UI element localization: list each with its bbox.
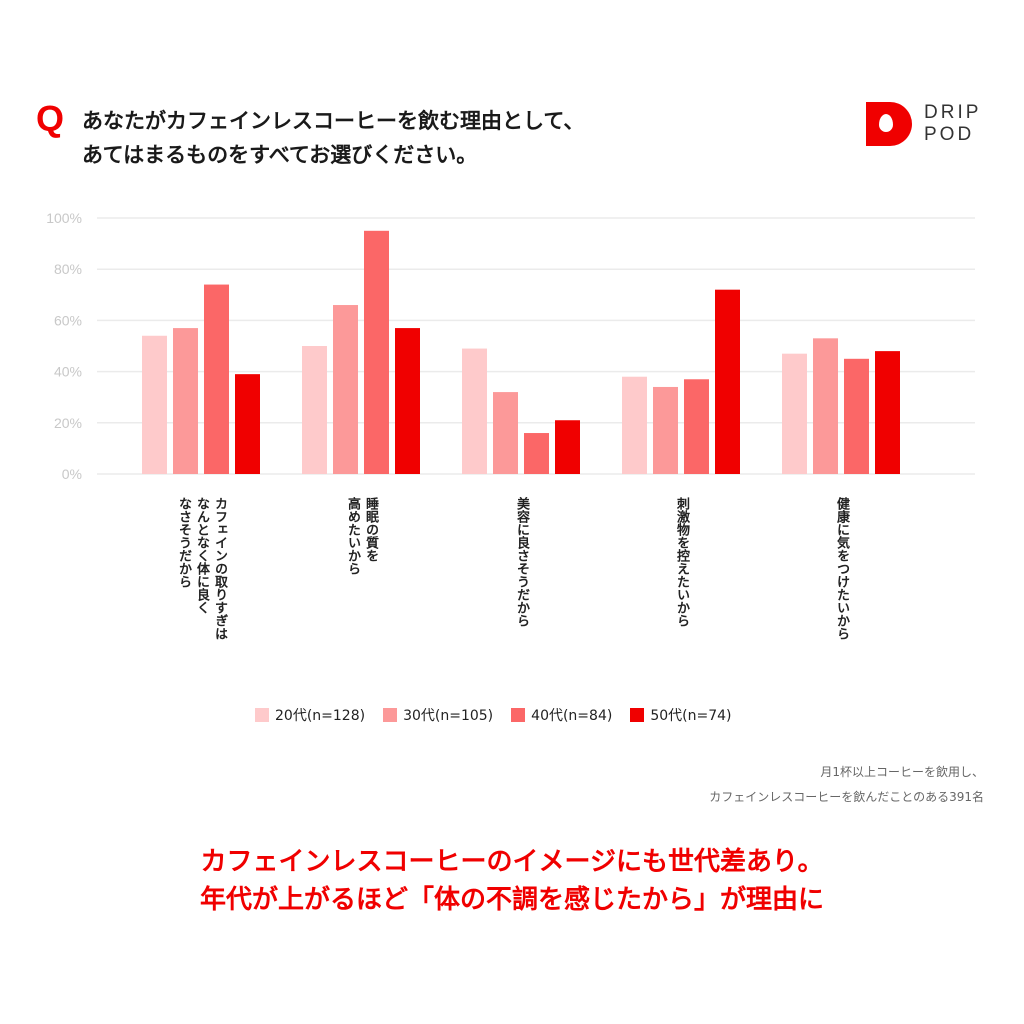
x-category-label: 刺激物を控えたいから (672, 497, 690, 627)
bar (782, 353, 807, 474)
bar (142, 335, 167, 474)
legend-swatch (630, 708, 645, 722)
y-tick-label: 20% (54, 415, 82, 431)
title-line: あなたがカフェインレスコーヒーを飲む理由として、 (82, 109, 585, 133)
bar (333, 305, 358, 474)
legend-swatch (511, 708, 526, 722)
bar (653, 386, 678, 474)
drip-logo-icon (866, 102, 912, 146)
x-category-label: 健康に気をつけたいから (832, 497, 850, 640)
conclusion-line: 年代が上がるほど「体の不調を感じたから」が理由に (199, 885, 824, 915)
x-label-line: 睡眠の質を (363, 497, 378, 562)
bar (302, 346, 327, 474)
bar (555, 420, 580, 474)
x-category-label: カフェインの取りすぎは なんとなく体に良く なさそうだから (174, 497, 228, 640)
bar (844, 358, 869, 474)
bar (813, 338, 838, 474)
legend-label: 20代(n=128) (275, 708, 366, 724)
bar (173, 328, 198, 474)
legend-item: 50代(n=74) (630, 705, 731, 725)
y-tick-label: 60% (54, 312, 82, 328)
x-label-line: 高めたいから (345, 497, 360, 575)
legend-item: 20代(n=128) (255, 705, 365, 725)
note-line: カフェインレスコーヒーを飲んだことのある391名 (709, 790, 984, 804)
x-category-label: 睡眠の質を 高めたいから (343, 497, 379, 575)
bar (235, 374, 260, 474)
sample-note: 月1杯以上コーヒーを飲用し、 カフェインレスコーヒーを飲んだことのある391名 (709, 760, 984, 810)
bar (715, 289, 740, 474)
logo-text-line: POD (924, 124, 975, 145)
x-label-line: 美容に良さそうだから (514, 497, 529, 627)
legend-item: 40代(n=84) (511, 705, 612, 725)
bar-chart: 0% 20% 40% 60% 80% 100% (46, 210, 975, 482)
x-label-line: カフェインの取りすぎは (212, 497, 227, 640)
bar (524, 433, 549, 474)
note-line: 月1杯以上コーヒーを飲用し、 (820, 765, 984, 779)
bar (462, 348, 487, 474)
bar (875, 351, 900, 474)
bar (364, 230, 389, 474)
legend-label: 30代(n=105) (403, 708, 494, 724)
question-mark: Q (36, 98, 65, 139)
y-tick-label: 100% (46, 210, 82, 226)
bar (395, 328, 420, 474)
y-tick-label: 80% (54, 261, 82, 277)
conclusion-text: カフェインレスコーヒーのイメージにも世代差あり。 年代が上がるほど「体の不調を感… (0, 843, 1024, 919)
legend-item: 30代(n=105) (383, 705, 493, 725)
legend-swatch (255, 708, 269, 722)
y-tick-label: 40% (54, 364, 82, 380)
drip-pod-logo: DRIP POD (866, 102, 981, 146)
bar (622, 376, 647, 474)
legend-swatch (383, 708, 398, 722)
title-line: あてはまるものをすべてお選びください。 (82, 143, 478, 167)
bar (684, 379, 709, 474)
legend-label: 40代(n=84) (531, 708, 613, 724)
bar (204, 284, 229, 474)
logo-text-line: DRIP (924, 102, 982, 123)
bar (493, 392, 518, 474)
x-label-line: なんとなく体に良く (194, 497, 209, 614)
y-tick-label: 0% (62, 466, 82, 482)
x-label-line: なさそうだから (176, 497, 191, 588)
legend-label: 50代(n=74) (650, 708, 732, 724)
x-category-label: 美容に良さそうだから (512, 497, 530, 627)
question-title: あなたがカフェインレスコーヒーを飲む理由として、 あてはまるものをすべてお選びく… (82, 104, 584, 172)
x-label-line: 刺激物を控えたいから (674, 497, 689, 627)
conclusion-line: カフェインレスコーヒーのイメージにも世代差あり。 (200, 847, 824, 877)
x-label-line: 健康に気をつけたいから (834, 497, 849, 640)
legend: 20代(n=128) 30代(n=105) 40代(n=84) 50代(n=74) (255, 705, 731, 725)
